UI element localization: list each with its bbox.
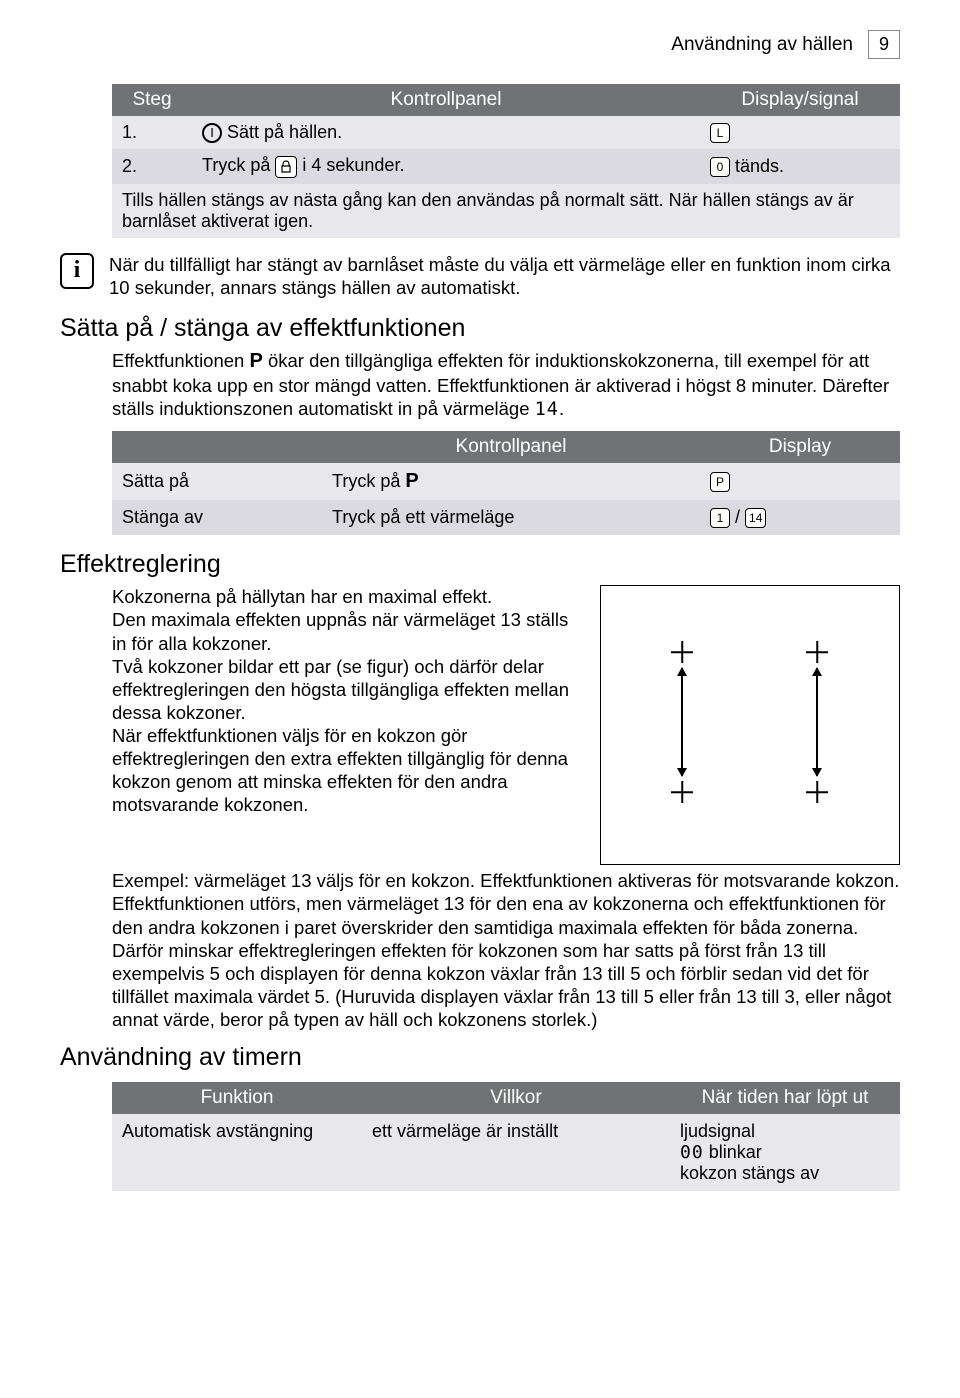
page-header: Användning av hällen 9 <box>60 30 900 59</box>
seg14-icon: 14 <box>535 399 559 420</box>
table-row: 2. Tryck på i 4 sekunder. 0 tänds. <box>112 149 900 183</box>
table-header-row: Steg Kontrollpanel Display/signal <box>112 84 900 116</box>
table-row: 1. I Sätt på hällen. L <box>112 116 900 149</box>
info-text: När du tillfälligt har stängt av barnlås… <box>109 253 900 299</box>
display-box-icon: 1 <box>710 508 730 528</box>
timer-result: ljudsignal 00 blinkar kokzon stängs av <box>670 1114 900 1191</box>
section2-body: Kokzonerna på hällytan har en maximal ef… <box>112 585 900 1031</box>
info-callout: i När du tillfälligt har stängt av barnl… <box>60 253 900 299</box>
section-heading-effektfunktion: Sätta på / stänga av effektfunktionen <box>60 314 900 343</box>
row-action: Tryck på P <box>322 463 700 500</box>
col-kontrollpanel: Kontrollpanel <box>192 84 700 116</box>
note-text: Tills hällen stängs av nästa gång kan de… <box>112 184 900 238</box>
section1-body: Effektfunktionen P ökar den tillgängliga… <box>112 349 900 421</box>
timer-table-wrapper: Funktion Villkor När tiden har löpt ut A… <box>112 1082 900 1191</box>
arrow-icon <box>816 668 818 776</box>
col-display-signal: Display/signal <box>700 84 900 116</box>
col-steg: Steg <box>112 84 192 116</box>
col-villkor: Villkor <box>362 1082 670 1114</box>
display-box-icon: P <box>710 472 730 492</box>
col-kontrollpanel: Kontrollpanel <box>322 431 700 463</box>
timer-villkor: ett värmeläge är inställt <box>362 1114 670 1191</box>
row-label: Sätta på <box>112 463 322 500</box>
zone-cross-icon <box>671 641 693 663</box>
row-display: 1 / 14 <box>700 500 900 535</box>
display-box-icon: L <box>710 123 730 143</box>
display-box-icon: 0 <box>710 157 730 177</box>
p-icon: P <box>249 349 262 374</box>
table-row: Stänga av Tryck på ett värmeläge 1 / 14 <box>112 500 900 535</box>
table-header-row: Funktion Villkor När tiden har löpt ut <box>112 1082 900 1114</box>
row-action: Tryck på ett värmeläge <box>322 500 700 535</box>
zone-diagram-wrapper <box>600 585 900 865</box>
table-row-note: Tills hällen stängs av nästa gång kan de… <box>112 184 900 238</box>
steps-table-wrapper: Steg Kontrollpanel Display/signal 1. I S… <box>112 84 900 238</box>
timer-table: Funktion Villkor När tiden har löpt ut A… <box>112 1082 900 1191</box>
col-tiden: När tiden har löpt ut <box>670 1082 900 1114</box>
step-num: 2. <box>112 149 192 183</box>
zone-cross-icon <box>806 641 828 663</box>
col-display: Display <box>700 431 900 463</box>
section2-full-text: Exempel: värmeläget 13 väljs för en kokz… <box>112 869 900 1031</box>
page-number: 9 <box>868 30 900 59</box>
zone-pair-diagram <box>600 585 900 865</box>
table-row: Sätta på Tryck på P P <box>112 463 900 500</box>
step-num: 1. <box>112 116 192 149</box>
kp-table-wrapper: Kontrollpanel Display Sätta på Tryck på … <box>112 431 900 535</box>
step-action-post: i 4 sekunder. <box>302 155 404 175</box>
row-display: P <box>700 463 900 500</box>
table-row: Automatisk avstängning ett värmeläge är … <box>112 1114 900 1191</box>
display-box-icon: 14 <box>745 508 766 528</box>
step-signal: 0 tänds. <box>700 149 900 183</box>
timer-funktion: Automatisk avstängning <box>112 1114 362 1191</box>
step-action: Tryck på i 4 sekunder. <box>192 149 700 183</box>
col-funktion: Funktion <box>112 1082 362 1114</box>
power-icon: I <box>202 123 222 143</box>
zone-cross-icon <box>806 781 828 803</box>
zone-cross-icon <box>671 781 693 803</box>
row-label: Stänga av <box>112 500 322 535</box>
two-column-layout: Kokzonerna på hällytan har en maximal ef… <box>112 585 900 865</box>
steps-table: Steg Kontrollpanel Display/signal 1. I S… <box>112 84 900 238</box>
seg-00-icon: 00 <box>680 1142 704 1163</box>
step-action-pre: Tryck på <box>202 155 270 175</box>
step-signal: L <box>700 116 900 149</box>
page-content: Användning av hällen 9 Steg Kontrollpane… <box>0 0 960 1231</box>
section2-left-text: Kokzonerna på hällytan har en maximal ef… <box>112 585 575 816</box>
header-title: Användning av hällen <box>671 34 853 56</box>
section-heading-timer: Användning av timern <box>60 1043 900 1072</box>
kontrollpanel-display-table: Kontrollpanel Display Sätta på Tryck på … <box>112 431 900 535</box>
arrow-icon <box>681 668 683 776</box>
lock-icon <box>275 156 297 178</box>
section-heading-effektreglering: Effektreglering <box>60 550 900 579</box>
signal-text: tänds. <box>735 156 784 176</box>
step-action: I Sätt på hällen. <box>192 116 700 149</box>
step-action-text: Sätt på hällen. <box>227 122 342 142</box>
col-blank <box>112 431 322 463</box>
info-icon: i <box>60 253 94 289</box>
p-icon: P <box>405 470 418 493</box>
table-header-row: Kontrollpanel Display <box>112 431 900 463</box>
